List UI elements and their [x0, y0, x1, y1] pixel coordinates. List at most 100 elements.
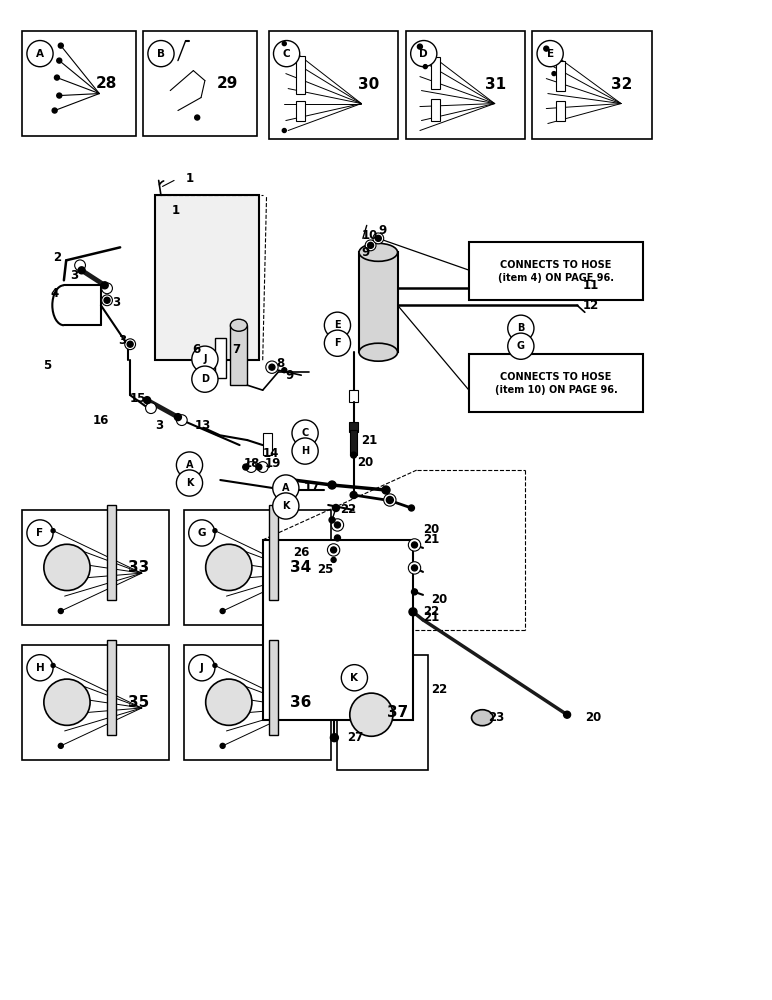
Text: 4: 4 — [51, 287, 59, 300]
Circle shape — [256, 464, 262, 470]
Text: E: E — [547, 49, 554, 59]
Circle shape — [350, 693, 393, 736]
Bar — [359, 252, 398, 352]
Circle shape — [333, 504, 340, 511]
Bar — [469, 242, 642, 300]
Text: A: A — [186, 460, 193, 470]
Bar — [337, 655, 428, 770]
Bar — [22, 645, 169, 760]
Bar — [215, 338, 225, 378]
Circle shape — [57, 58, 62, 63]
Bar — [107, 505, 117, 600]
Text: 20: 20 — [423, 523, 439, 536]
Text: F: F — [36, 528, 43, 538]
Text: 5: 5 — [43, 359, 51, 372]
Text: 22: 22 — [423, 605, 439, 618]
Circle shape — [57, 93, 62, 98]
Bar — [349, 390, 358, 402]
Text: J: J — [203, 354, 207, 364]
Circle shape — [508, 333, 534, 359]
Text: 7: 7 — [232, 343, 240, 356]
Circle shape — [273, 41, 300, 67]
Circle shape — [195, 115, 200, 120]
Circle shape — [257, 462, 268, 472]
Text: K: K — [350, 673, 358, 683]
Circle shape — [283, 129, 286, 133]
Text: J: J — [200, 663, 204, 673]
Text: 3: 3 — [155, 419, 163, 432]
Circle shape — [408, 505, 415, 511]
Circle shape — [44, 544, 90, 591]
Circle shape — [543, 46, 549, 51]
Text: A: A — [36, 49, 44, 59]
Text: H: H — [301, 446, 309, 456]
Text: 30: 30 — [357, 77, 379, 92]
Text: 22: 22 — [431, 683, 447, 696]
Ellipse shape — [359, 343, 398, 361]
Text: D: D — [201, 374, 209, 384]
Circle shape — [146, 403, 157, 414]
Ellipse shape — [359, 243, 398, 261]
Circle shape — [350, 452, 357, 458]
Bar — [431, 99, 440, 121]
Circle shape — [78, 267, 85, 274]
Circle shape — [341, 665, 367, 691]
Text: 20: 20 — [431, 593, 447, 606]
Bar — [107, 640, 117, 735]
Circle shape — [102, 283, 113, 294]
Text: 20: 20 — [357, 456, 374, 469]
Text: 25: 25 — [317, 563, 333, 576]
Circle shape — [220, 743, 225, 748]
Bar — [350, 430, 357, 455]
Circle shape — [365, 240, 376, 251]
Text: 9: 9 — [286, 369, 294, 382]
Text: 1: 1 — [185, 172, 194, 185]
Text: B: B — [517, 323, 524, 333]
Circle shape — [382, 486, 390, 494]
Bar — [349, 422, 358, 432]
Circle shape — [59, 43, 63, 48]
Bar — [296, 101, 305, 121]
Bar — [184, 510, 330, 625]
Text: B: B — [157, 49, 165, 59]
Circle shape — [52, 108, 57, 113]
Text: 28: 28 — [96, 76, 117, 91]
Text: 6: 6 — [191, 343, 200, 356]
Circle shape — [386, 497, 394, 503]
Circle shape — [330, 734, 338, 742]
Text: C: C — [301, 428, 309, 438]
Text: 31: 31 — [485, 77, 506, 92]
Circle shape — [564, 711, 571, 718]
Circle shape — [144, 397, 151, 404]
Circle shape — [27, 655, 53, 681]
Circle shape — [292, 420, 318, 446]
Bar — [269, 505, 278, 600]
Text: 11: 11 — [583, 279, 599, 292]
Text: K: K — [186, 478, 193, 488]
Circle shape — [27, 520, 53, 546]
Text: 32: 32 — [611, 77, 632, 92]
Circle shape — [367, 242, 374, 248]
Circle shape — [324, 330, 350, 356]
Text: 14: 14 — [262, 447, 279, 460]
Bar — [22, 31, 137, 136]
Circle shape — [75, 260, 86, 271]
Text: 3: 3 — [70, 269, 78, 282]
Text: A: A — [282, 483, 290, 493]
Text: 23: 23 — [488, 711, 504, 724]
Text: 29: 29 — [217, 76, 238, 91]
Circle shape — [423, 65, 427, 69]
Circle shape — [27, 41, 53, 67]
Text: 37: 37 — [387, 705, 408, 720]
Text: 21: 21 — [423, 533, 439, 546]
Circle shape — [327, 544, 340, 556]
Text: 15: 15 — [130, 392, 147, 405]
Text: F: F — [334, 338, 340, 348]
Circle shape — [51, 529, 55, 533]
Circle shape — [59, 743, 63, 748]
Circle shape — [220, 609, 225, 614]
Circle shape — [373, 233, 384, 244]
Circle shape — [508, 315, 534, 341]
Circle shape — [55, 75, 59, 80]
Ellipse shape — [472, 710, 493, 726]
